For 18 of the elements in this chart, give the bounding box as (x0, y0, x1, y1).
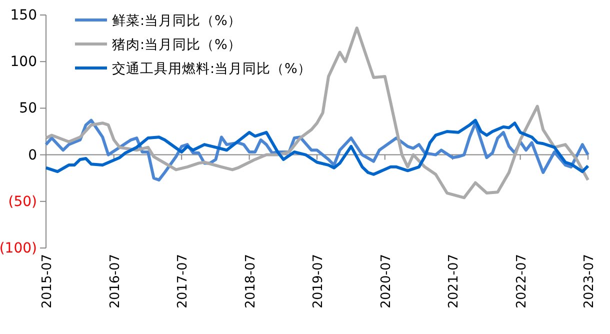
legend-label: 猪肉:当月同比（%） (112, 37, 242, 53)
x-tick-label: 2016-07 (108, 254, 123, 308)
y-tick-label: 0 (28, 147, 37, 164)
y-tick-label: (50) (8, 194, 37, 210)
y-tick-label: (100) (0, 240, 37, 256)
y-tick-label: 50 (19, 100, 37, 117)
x-tick-label: 2019-07 (311, 254, 326, 308)
x-tick-label: 2023-07 (582, 254, 597, 308)
legend-label: 交通工具用燃料:当月同比（%） (112, 61, 312, 77)
x-tick-label: 2020-07 (378, 254, 394, 308)
x-tick-label: 2018-07 (243, 254, 258, 308)
y-tick-label: 150 (10, 7, 37, 24)
x-tick-label: 2017-07 (176, 254, 191, 308)
x-tick-label: 2021-07 (446, 254, 462, 308)
x-tick-label: 2015-07 (40, 254, 55, 308)
y-tick-label: 100 (10, 54, 37, 70)
legend-label: 鲜菜:当月同比（%） (112, 13, 242, 29)
x-tick-label: 2022-07 (514, 254, 530, 308)
